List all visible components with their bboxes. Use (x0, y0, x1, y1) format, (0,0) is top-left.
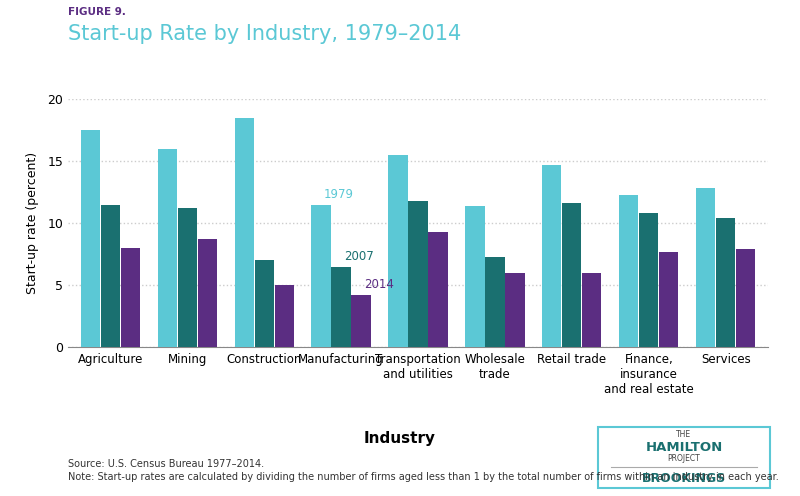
Bar (81, 130, 100, 347)
Bar (254, 260, 274, 347)
Bar (639, 213, 658, 347)
Text: FIGURE 9.: FIGURE 9. (68, 7, 126, 17)
Text: 2014: 2014 (364, 278, 394, 292)
Bar (121, 248, 140, 347)
Bar (716, 218, 735, 347)
Bar (101, 205, 120, 347)
Text: Start-up Rate by Industry, 1979–2014: Start-up Rate by Industry, 1979–2014 (68, 24, 462, 44)
Bar (736, 249, 755, 347)
Bar (659, 252, 678, 347)
Bar (466, 206, 485, 347)
Bar (486, 257, 505, 347)
Bar (198, 240, 217, 347)
Bar (619, 194, 638, 347)
Text: Industry: Industry (364, 432, 436, 446)
Bar (388, 155, 408, 347)
Bar (696, 188, 715, 347)
Bar (428, 232, 448, 347)
Bar (331, 267, 350, 347)
Bar (408, 201, 428, 347)
Text: THE: THE (677, 431, 691, 439)
Text: 2007: 2007 (344, 250, 374, 263)
Text: 1979: 1979 (324, 188, 354, 201)
Text: Source: U.S. Census Bureau 1977–2014.: Source: U.S. Census Bureau 1977–2014. (68, 459, 264, 469)
Bar (234, 118, 254, 347)
Bar (542, 165, 562, 347)
Bar (582, 273, 602, 347)
Bar (274, 285, 294, 347)
Bar (562, 203, 582, 347)
Text: PROJECT: PROJECT (668, 454, 700, 463)
Bar (351, 295, 370, 347)
Text: HAMILTON: HAMILTON (646, 441, 722, 454)
Bar (506, 273, 525, 347)
Text: Note: Start-up rates are calculated by dividing the number of firms aged less th: Note: Start-up rates are calculated by d… (68, 472, 778, 482)
Bar (178, 208, 197, 347)
Bar (311, 205, 330, 347)
Text: BROOKINGS: BROOKINGS (642, 473, 726, 486)
Y-axis label: Start-up rate (percent): Start-up rate (percent) (26, 152, 39, 294)
Bar (158, 149, 177, 347)
